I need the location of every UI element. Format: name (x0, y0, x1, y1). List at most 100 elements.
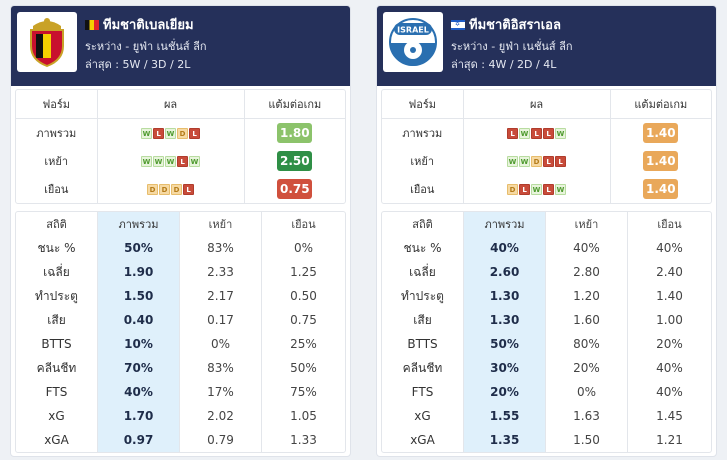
stat-home: 1.50 (546, 428, 628, 452)
form-row: เยือน D D D L 0.75 (16, 175, 345, 203)
form-rows: ภาพรวม L W L L W 1.40 เหย้า W W D L L 1.40 เยือน D L W L W 1… (382, 119, 711, 203)
points-cell: 0.75 (245, 175, 345, 203)
stat-overall: 0.97 (98, 428, 180, 452)
stat-row: ชนะ % 50% 83% 0% (16, 236, 345, 260)
stat-col-header: สถิติ (16, 212, 98, 236)
stat-label: FTS (16, 380, 98, 404)
stat-label: ทำประตู (382, 284, 464, 308)
stat-label: ชนะ % (382, 236, 464, 260)
stat-row: FTS 20% 0% 40% (382, 380, 711, 404)
stat-home: 2.02 (180, 404, 262, 428)
competition-label: ระหว่าง - ยูฟ่า เนชั่นส์ ลีก (85, 40, 207, 53)
form-table: ฟอร์ม ผล แต้มต่อเกม ภาพรวม L W L L W 1.40 เหย้า… (381, 89, 712, 204)
stat-row: ทำประตู 1.30 1.20 1.40 (382, 284, 711, 308)
stat-overall: 0.40 (98, 308, 180, 332)
stat-overall: 50% (464, 332, 546, 356)
stat-label: FTS (382, 380, 464, 404)
stat-home: 40% (546, 236, 628, 260)
result-badge: W (153, 155, 165, 167)
stat-overall: 40% (464, 236, 546, 260)
stat-away: 25% (290, 337, 317, 351)
stat-home: 2.33 (180, 260, 262, 284)
team-card-israel: ISRAEL ✡ ทีมชาติอิสราเอล ระหว่าง - ยูฟ่า… (376, 5, 717, 457)
points-cell: 1.40 (611, 175, 711, 203)
stat-rows: ชนะ % 50% 83% 0% เฉลี่ย 1.90 2.33 1.25 ทำประตู 1.… (16, 236, 345, 452)
stat-overall: 1.55 (464, 404, 546, 428)
form-row: ภาพรวม W L W D L 1.80 (16, 119, 345, 147)
stat-row: เสีย 1.30 1.60 1.00 (382, 308, 711, 332)
form-row-label: เหย้า (16, 147, 98, 175)
stats-table-header: สถิติ ภาพรวม เหย้า เยือน (16, 212, 345, 236)
stat-away: 2.40 (656, 265, 683, 279)
stat-label: เสีย (382, 308, 464, 332)
points-per-game-badge: 0.75 (277, 179, 313, 199)
form-row-label: เยือน (16, 175, 98, 203)
stat-away: 1.25 (290, 265, 317, 279)
team-header: ทีมชาติเบลเยียม ระหว่าง - ยูฟ่า เนชั่นส์… (11, 6, 350, 86)
result-badge: L (507, 127, 519, 139)
result-col-header: ผล (464, 90, 611, 118)
stats-table-header: สถิติ ภาพรวม เหย้า เยือน (382, 212, 711, 236)
result-badge: D (507, 183, 519, 195)
form-row: เหย้า W W W L W 2.50 (16, 147, 345, 175)
team-name-text: ทีมชาติเบลเยียม (103, 18, 194, 33)
stat-overall: 50% (98, 236, 180, 260)
home-col-header: เหย้า (180, 212, 262, 236)
result-badge: L (183, 183, 195, 195)
overall-col-header: ภาพรวม (98, 212, 180, 236)
result-badge: L (555, 155, 567, 167)
stat-away: 1.40 (656, 289, 683, 303)
result-badge: L (519, 183, 531, 195)
points-cell: 1.80 (245, 119, 345, 147)
stat-label: คลีนชีท (16, 356, 98, 380)
result-badge: W (519, 155, 531, 167)
stat-home: 0.17 (180, 308, 262, 332)
stat-label: ชนะ % (16, 236, 98, 260)
result-badge: W (141, 127, 153, 139)
home-col-header: เหย้า (546, 212, 628, 236)
stat-away: 1.45 (656, 409, 683, 423)
result-badge: L (543, 155, 555, 167)
stat-overall: 1.35 (464, 428, 546, 452)
stat-home: 0% (546, 380, 628, 404)
result-badge: D (159, 183, 171, 195)
stat-home: 1.63 (546, 404, 628, 428)
result-badge: D (177, 127, 189, 139)
stat-away: 1.00 (656, 313, 683, 327)
result-badge: W (141, 155, 153, 167)
stat-row: xGA 1.35 1.50 1.21 (382, 428, 711, 452)
points-col-header: แต้มต่อเกม (268, 98, 322, 111)
points-per-game-badge: 1.40 (643, 123, 679, 143)
form-row-label: เหย้า (382, 147, 464, 175)
stat-home: 1.20 (546, 284, 628, 308)
form-row: ภาพรวม L W L L W 1.40 (382, 119, 711, 147)
result-badge: W (507, 155, 519, 167)
stat-away: 40% (656, 241, 683, 255)
form-table-header: ฟอร์ม ผล แต้มต่อเกม (382, 90, 711, 119)
form-row-label: เยือน (382, 175, 464, 203)
overall-col-header: ภาพรวม (464, 212, 546, 236)
stat-label: เฉลี่ย (382, 260, 464, 284)
last-results-summary: ล่าสุด : 5W / 3D / 2L (85, 58, 191, 71)
stat-overall: 1.90 (98, 260, 180, 284)
form-row: เยือน D L W L W 1.40 (382, 175, 711, 203)
result-badge: W (189, 155, 201, 167)
stat-row: BTTS 50% 80% 20% (382, 332, 711, 356)
stat-home: 0.79 (180, 428, 262, 452)
points-per-game-badge: 2.50 (277, 151, 313, 171)
stat-home: 2.17 (180, 284, 262, 308)
stat-away: 1.21 (656, 433, 683, 447)
stats-table: สถิติ ภาพรวม เหย้า เยือน ชนะ % 50% 83% 0% เฉ… (15, 211, 346, 453)
form-col-header: ฟอร์ม (382, 90, 464, 118)
stat-overall: 30% (464, 356, 546, 380)
belgium-flag (85, 19, 99, 30)
stat-label: xGA (16, 428, 98, 452)
stat-label: เฉลี่ย (16, 260, 98, 284)
last-results-summary: ล่าสุด : 4W / 2D / 4L (451, 58, 557, 71)
stat-row: BTTS 10% 0% 25% (16, 332, 345, 356)
stat-label: xGA (382, 428, 464, 452)
stat-overall: 10% (98, 332, 180, 356)
